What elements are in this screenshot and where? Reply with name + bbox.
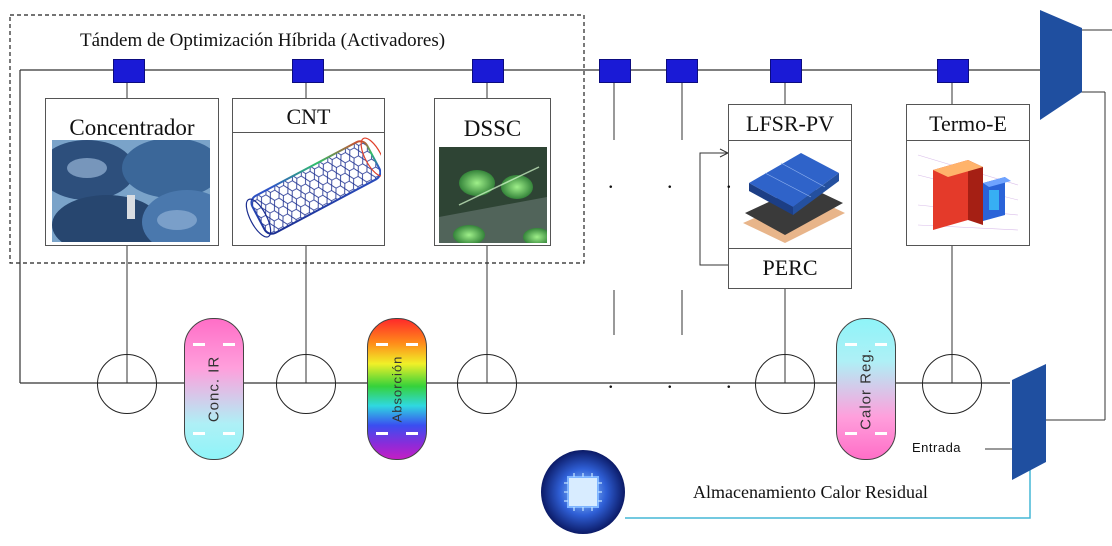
bottom-combiner <box>1012 364 1046 480</box>
storage-label: Almacenamiento Calor Residual <box>693 482 928 502</box>
module-label: Concentrador <box>69 115 195 140</box>
solar-panel-image <box>743 153 845 243</box>
filter-label: Conc. IR <box>205 355 223 423</box>
filter-absorcion: Absorción <box>367 318 427 460</box>
junction-ring <box>457 354 517 414</box>
module-termo-e: Termo-E <box>906 104 1030 246</box>
filter-label: Calor Reg. <box>857 348 875 430</box>
junction-ring <box>97 354 157 414</box>
bus-node <box>472 59 504 83</box>
module-cnt: CNT <box>232 98 385 246</box>
top-splitter <box>1040 10 1082 120</box>
bus-node <box>113 59 145 83</box>
module-label: Termo-E <box>929 111 1007 136</box>
solar-concentrator-image <box>52 140 210 242</box>
module-sublabel: PERC <box>762 255 818 280</box>
junction-ring <box>276 354 336 414</box>
module-label: LFSR-PV <box>745 111 835 136</box>
module-label: CNT <box>286 104 331 129</box>
module-lfsr-pv: LFSR-PV PERC <box>728 104 852 289</box>
module-label: DSSC <box>463 116 522 141</box>
group-title: Tándem de Optimización Híbrida (Activado… <box>80 30 446 51</box>
ellipsis-lower: . . . <box>608 368 756 393</box>
entrada-label: Entrada <box>912 440 962 455</box>
bus-node <box>770 59 802 83</box>
thermoelectric-image <box>917 154 1019 231</box>
filter-calor-reg: Calor Reg. <box>836 318 896 460</box>
dye-sensitized-cell-image <box>439 147 547 243</box>
filter-label: Absorción <box>389 355 405 423</box>
feed-line <box>625 470 1031 519</box>
junction-ring <box>922 354 982 414</box>
activators-group-frame <box>9 14 585 264</box>
module-concentrador: Concentrador <box>45 98 219 246</box>
bus-node <box>937 59 969 83</box>
ellipsis-upper: . . . <box>608 168 756 193</box>
carbon-nanotube-image <box>245 137 381 238</box>
filter-conc-ir: Conc. IR <box>184 318 244 460</box>
module-dssc: DSSC <box>434 98 551 246</box>
junction-ring <box>755 354 815 414</box>
bus-node <box>599 59 631 83</box>
bus-node <box>292 59 324 83</box>
bus-node <box>666 59 698 83</box>
